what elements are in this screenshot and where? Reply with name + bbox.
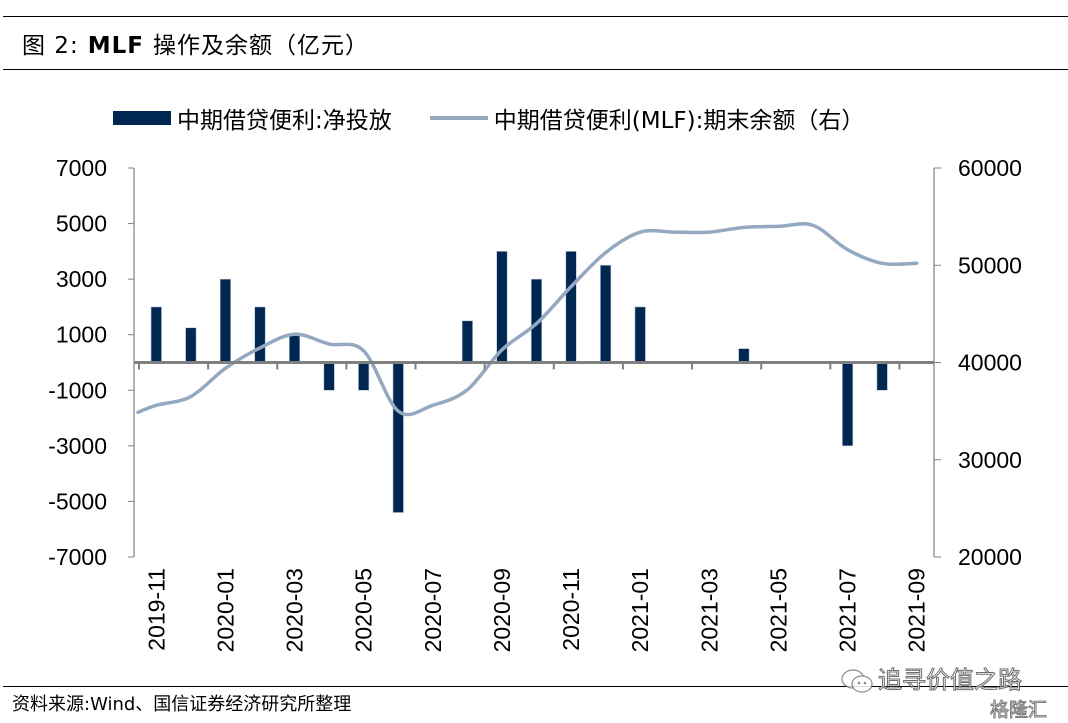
x-axis-tick-label: 2021-03	[696, 568, 722, 652]
bar	[565, 251, 577, 363]
x-axis-tick-label: 2021-01	[627, 568, 653, 652]
bar	[600, 264, 612, 363]
left-axis-tick-label: -7000	[48, 544, 107, 570]
x-axis-tick-label: 2021-07	[835, 568, 861, 652]
bar	[461, 320, 473, 363]
chart-legend: 中期借贷便利:净投放 中期借贷便利(MLF):期末余额（右）	[113, 102, 902, 134]
bar	[876, 362, 888, 391]
left-axis-tick-label: 1000	[56, 322, 107, 348]
x-axis-tick-label: 2020-05	[351, 568, 377, 652]
x-axis-tick-label: 2020-01	[212, 568, 238, 652]
legend-label: 中期借贷便利(MLF):期末余额（右）	[493, 108, 865, 134]
figure-number: 图 2:	[22, 33, 79, 59]
legend-item-net-injection: 中期借贷便利:净投放	[113, 101, 392, 135]
bar	[738, 348, 750, 363]
top-rule	[3, 16, 1068, 17]
legend-bar-swatch	[113, 111, 171, 125]
x-axis	[134, 361, 934, 370]
source-note: 资料来源:Wind、国信证券经济研究所整理	[12, 694, 352, 715]
left-axis-tick-label: 5000	[56, 211, 107, 237]
x-axis-tick-label: 2020-03	[282, 568, 308, 652]
bar	[323, 362, 335, 391]
bar	[842, 362, 854, 447]
bar	[392, 362, 404, 513]
wechat-icon	[840, 668, 874, 694]
bar	[634, 306, 646, 363]
watermark-brand: 格隆汇	[989, 699, 1048, 722]
bar	[358, 362, 370, 391]
right-axis-tick-label: 60000	[958, 155, 1022, 181]
left-axis-tick-label: -3000	[48, 433, 107, 459]
bar-series	[150, 251, 888, 513]
x-axis-tick-label: 2020-11	[558, 568, 584, 651]
figure-title-rest: 操作及余额（亿元）	[153, 33, 369, 59]
bar	[150, 306, 162, 363]
bar	[288, 334, 301, 363]
tick-labels: 7000 5000 3000 1000 -1000 -3000 -5000 -7000 6000…	[48, 155, 1022, 652]
legend-label: 中期借贷便利:净投放	[177, 108, 392, 134]
x-axis-tick-label: 2021-09	[904, 568, 930, 652]
watermark-text: 追寻价值之路	[840, 660, 1023, 695]
right-axis-tick-label: 50000	[958, 252, 1022, 278]
right-axis-tick-label: 20000	[958, 544, 1022, 570]
bar	[254, 306, 266, 363]
balance-line	[136, 222, 919, 417]
title-rule	[3, 69, 1068, 70]
left-axis-tick-label: 7000	[56, 155, 107, 181]
watermark-line1: 追寻价值之路	[878, 666, 1023, 695]
figure-title: 图 2: MLF 操作及余额（亿元）	[22, 26, 369, 60]
footer-rule	[3, 686, 1068, 687]
x-axis-tick-label: 2019-11	[143, 568, 169, 651]
bar	[185, 327, 197, 363]
legend-item-balance: 中期借贷便利(MLF):期末余额（右）	[429, 101, 865, 135]
x-axis-tick-label: 2021-05	[765, 568, 791, 652]
figure-title-bold: MLF	[87, 33, 144, 59]
left-axis-tick-label: -5000	[48, 488, 107, 514]
right-axis-tick-label: 40000	[958, 350, 1022, 376]
bar	[219, 278, 231, 363]
left-axis-tick-label: 3000	[56, 266, 107, 292]
x-axis-tick-label: 2020-07	[420, 568, 446, 652]
x-axis-tick-label: 2020-09	[489, 568, 515, 652]
legend-line-swatch	[429, 116, 488, 120]
right-axis-tick-label: 30000	[958, 447, 1022, 473]
left-axis-tick-label: -1000	[48, 377, 107, 403]
line-series	[136, 222, 919, 417]
